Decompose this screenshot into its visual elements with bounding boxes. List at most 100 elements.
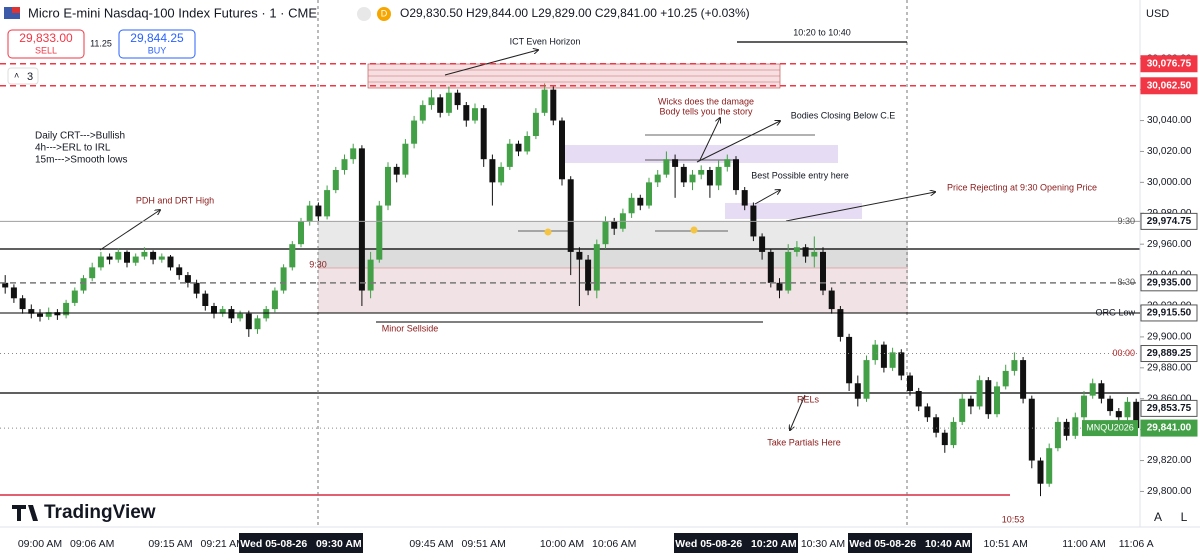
arrow (790, 394, 806, 430)
candle-body (567, 179, 574, 252)
candle-body (1046, 448, 1053, 484)
candle-body (663, 159, 670, 175)
candle-body (628, 197, 635, 214)
arrow (699, 118, 720, 161)
x-tick-label: 09:21 AM (201, 538, 245, 550)
candle-body (515, 143, 522, 152)
indicator-toggle[interactable] (7, 67, 39, 85)
purple-zone (565, 145, 838, 163)
y-tick-label: 29,860.00 (1147, 393, 1192, 404)
candles (2, 83, 1140, 497)
candle-body (228, 309, 235, 319)
candle-body (315, 205, 322, 217)
auto-scale[interactable]: A (1154, 510, 1162, 524)
brand: TradingView (44, 502, 156, 523)
candle-body (71, 290, 78, 303)
annotation: 10:53 (1002, 514, 1025, 524)
candle-body (1037, 460, 1044, 484)
candle-body (245, 313, 252, 330)
candle-body (254, 318, 261, 330)
candle-body (150, 251, 157, 260)
level-label: 29,841.00 (1147, 423, 1192, 434)
annotation: Wicks does the damage (658, 96, 754, 106)
candle-body (976, 380, 983, 407)
candle-body (306, 205, 313, 221)
log-scale[interactable]: L (1181, 510, 1188, 524)
candle-body (1063, 421, 1070, 436)
currency[interactable]: USD (1146, 8, 1169, 20)
candle-body (263, 309, 270, 319)
candle-body (828, 290, 835, 310)
candle-body (646, 182, 652, 206)
zone-ce (318, 248, 908, 268)
candle-body (445, 92, 452, 113)
annotation: Daily CRT--->Bullish (35, 131, 125, 142)
candle-body (1115, 411, 1122, 418)
arrow (696, 121, 780, 163)
annotation: Take Partials Here (767, 437, 841, 447)
candle-body (202, 293, 209, 306)
candle-body (454, 92, 461, 106)
level-label-box (1140, 77, 1198, 95)
candle-body (602, 221, 609, 245)
candle-body (19, 298, 26, 310)
sell-button[interactable] (7, 29, 85, 59)
candle-body (1124, 401, 1131, 418)
y-tick-label: 29,960.00 (1147, 239, 1192, 250)
candle-body (298, 221, 304, 245)
candle-body (532, 112, 539, 136)
candle-body (811, 251, 818, 257)
candle-body (1089, 383, 1096, 396)
candle-body (880, 344, 887, 368)
candle-body (872, 344, 879, 361)
symbol-title[interactable]: Micro E-mini Nasdaq-100 Index Futures · … (28, 5, 317, 20)
buy-button[interactable] (118, 29, 196, 59)
candle-body (776, 282, 783, 291)
candle-body (915, 391, 922, 407)
candle-body (698, 170, 705, 175)
zones (318, 63, 908, 313)
candle-body (802, 247, 809, 257)
candle-body (141, 251, 148, 257)
candle-body (350, 148, 357, 160)
candle-body (280, 267, 287, 291)
candle-body (506, 143, 513, 167)
x-tick-label: 09:06 AM (70, 538, 114, 550)
candle-body (985, 380, 992, 415)
candle-body (715, 166, 722, 186)
candle-body (89, 267, 96, 279)
level-label-box (1140, 212, 1198, 230)
levels: 30,076.75 30,062.50 29,974.75 9:30 29,935.00… (0, 55, 1198, 437)
candle-body (933, 417, 940, 433)
annotation: 4h--->ERL to IRL (35, 143, 111, 154)
candle-body (741, 190, 748, 206)
bulb-icon (544, 228, 552, 236)
level-label: 29,915.50 (1147, 308, 1192, 319)
level-name: 00:00 (1112, 348, 1135, 358)
candle-body (358, 148, 365, 291)
candle-body (28, 309, 35, 314)
candle-body (489, 159, 496, 183)
candle-body (176, 267, 183, 276)
candle-body (967, 398, 974, 407)
candle-body (724, 159, 731, 167)
y-tick-label: 30,020.00 (1147, 146, 1192, 157)
annotation: Minor Sellside (382, 323, 439, 333)
candle-body (950, 421, 957, 446)
x-tick-label: 10:00 AM (540, 538, 584, 550)
candle-body (924, 406, 931, 418)
candle-body (689, 174, 696, 183)
candle-body (184, 275, 191, 283)
zone-lower (318, 268, 908, 313)
level-name: 8:30 (1117, 277, 1135, 287)
level-label-box (1140, 304, 1198, 322)
level-label: 30,076.75 (1147, 58, 1192, 69)
candle-body (10, 287, 17, 299)
spread: 11.25 (90, 38, 112, 48)
badge-text: D (381, 8, 388, 18)
candle-body (167, 256, 174, 268)
candle-body (132, 256, 139, 263)
flag-icon (12, 7, 20, 13)
sell-label: SELL (35, 45, 57, 55)
